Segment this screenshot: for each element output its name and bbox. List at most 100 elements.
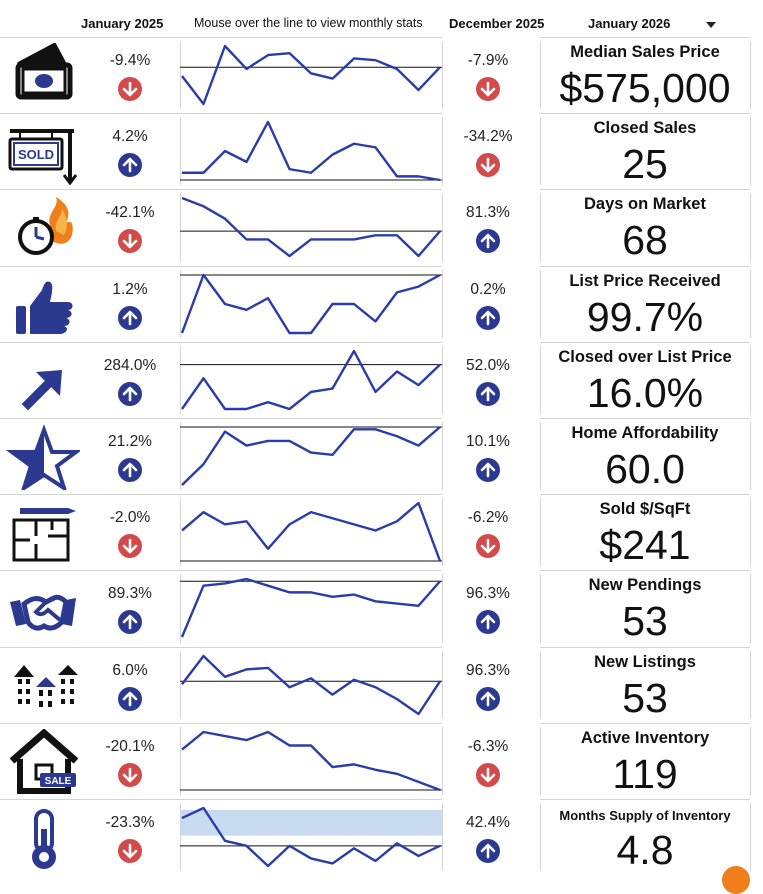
metric-label: Closed Sales [593, 119, 697, 138]
instruction-text: Mouse over the line to view monthly stat… [194, 16, 423, 30]
column-divider [180, 422, 181, 491]
row-divider [0, 722, 180, 724]
metric-label: Closed over List Price [558, 347, 732, 366]
column-divider [750, 803, 751, 872]
row-divider [540, 646, 750, 648]
metric-row: -42.1% 81.3% Days on Market 68 [0, 189, 763, 265]
column-divider [442, 650, 443, 719]
right-change-percent: 42.4% [466, 814, 510, 831]
chevron-down-icon[interactable] [706, 22, 716, 28]
column-divider [540, 117, 541, 186]
left-change-percent: -42.1% [105, 204, 155, 222]
sparkline-chart[interactable] [180, 345, 442, 415]
metric-value: 53 [622, 674, 668, 721]
sparkline-series[interactable] [181, 806, 441, 868]
sparkline-series[interactable] [180, 578, 441, 638]
thermometer-icon [6, 805, 80, 869]
left-change-percent: 1.2% [112, 280, 148, 298]
column-divider [540, 345, 541, 414]
metric-value: 25 [622, 141, 668, 188]
sparkline-series[interactable] [181, 349, 441, 410]
metric-value: 4.8 [616, 827, 674, 873]
right-change-percent: -34.2% [463, 128, 513, 146]
right-change-percent: 81.3% [466, 204, 510, 222]
column-divider [180, 41, 181, 110]
left-change-percent: 6.0% [112, 661, 148, 679]
sparkline-series[interactable] [181, 197, 441, 258]
arrow-up-icon [476, 305, 500, 330]
column-divider [750, 650, 751, 719]
arrow-up-icon [476, 458, 500, 482]
sparkline-chart[interactable] [180, 573, 442, 643]
metric-value: 53 [622, 598, 668, 645]
column-divider [750, 193, 751, 262]
row-divider [0, 113, 180, 115]
row-divider [0, 265, 180, 267]
row-divider [540, 341, 750, 343]
row-divider [180, 113, 442, 115]
sparkline-series[interactable] [181, 730, 441, 791]
arrow-down-icon [118, 229, 142, 254]
sparkline-chart[interactable] [180, 116, 442, 186]
sparkline-chart[interactable] [180, 192, 442, 262]
sparkline-series[interactable] [182, 120, 441, 182]
metric-row: 1.2% 0.2% List Price Received 99.7% [0, 265, 763, 342]
arrow-up-icon [476, 381, 500, 406]
column-divider [540, 498, 541, 567]
metric-value: 99.7% [586, 293, 704, 340]
row-divider [0, 494, 180, 496]
metric-row: 89.3% 96.3% New Pendings 53 [0, 570, 763, 646]
column-divider [540, 41, 541, 110]
buildings-icon [6, 653, 80, 717]
svg-text:SALE: SALE [45, 776, 72, 787]
row-divider [180, 646, 442, 648]
sparkline-chart[interactable] [180, 497, 442, 567]
sparkline-chart[interactable] [180, 421, 442, 491]
metric-value: 119 [612, 750, 678, 797]
sparkline-series[interactable] [181, 654, 442, 715]
trend-arrow-icon [6, 348, 80, 412]
sparkline-chart[interactable] [180, 650, 442, 720]
left-change-percent: 4.2% [112, 128, 148, 146]
column-divider [442, 726, 443, 795]
sparkline-series[interactable] [181, 44, 441, 106]
arrow-down-icon [118, 77, 142, 101]
metric-label: Months Supply of Inventory [559, 808, 731, 823]
sparkline-chart[interactable] [180, 40, 442, 110]
column-divider [540, 193, 541, 262]
row-divider [180, 570, 442, 572]
arrow-up-icon [118, 610, 142, 635]
column-divider [442, 422, 443, 491]
column-divider [750, 269, 751, 338]
row-divider [0, 570, 180, 572]
column-divider [180, 498, 181, 567]
sparkline-series[interactable] [180, 273, 441, 334]
stopwatch-fire-icon [6, 195, 80, 259]
chat-bubble-icon[interactable] [722, 866, 750, 894]
left-change-percent: -9.4% [109, 52, 151, 69]
month-select[interactable]: January 2026 [588, 16, 671, 31]
column-divider [180, 193, 181, 262]
arrow-up-icon [476, 839, 500, 863]
sparkline-series[interactable] [181, 501, 442, 562]
thumbs-up-icon [6, 272, 80, 336]
metric-value: $241 [599, 522, 691, 569]
metric-row: SOLD 4.2% -34.2% Closed Sales 25 [0, 113, 763, 189]
metric-row: 6.0% 96.3% New Listings 53 [0, 646, 763, 723]
balanced-market-band [180, 810, 442, 836]
sparkline-chart[interactable] [180, 726, 442, 796]
row-divider [540, 494, 750, 496]
column-divider [442, 574, 443, 643]
row-divider [180, 722, 442, 724]
arrow-up-icon [476, 229, 500, 254]
row-divider [180, 799, 442, 800]
sparkline-series[interactable] [181, 426, 441, 486]
metric-label: Home Affordability [571, 424, 719, 442]
arrow-up-icon [118, 305, 142, 330]
money-icon [6, 42, 80, 107]
metric-label: Days on Market [584, 195, 706, 214]
floor-plan-icon [6, 500, 80, 564]
column-divider [540, 269, 541, 338]
sparkline-chart[interactable] [180, 802, 442, 872]
sparkline-chart[interactable] [180, 269, 442, 339]
